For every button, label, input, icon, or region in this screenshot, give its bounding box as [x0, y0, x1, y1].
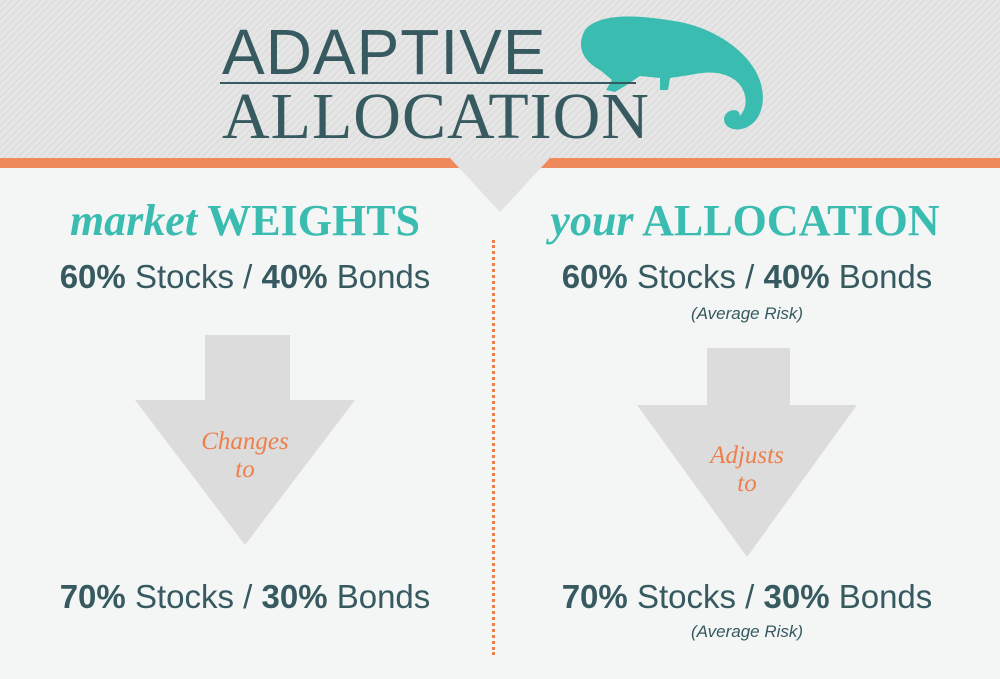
txt: Stocks / [636, 258, 755, 295]
header-notch [450, 158, 550, 212]
left-after: 70% Stocks / 30% Bonds [0, 578, 495, 616]
dotted-divider [492, 240, 495, 655]
left-before: 60% Stocks / 40% Bonds [0, 258, 495, 296]
pct: 60% [59, 258, 126, 295]
label-l1: Changes [201, 428, 289, 455]
pct: 70% [59, 578, 126, 615]
txt: Bonds [838, 578, 933, 615]
header-banner [0, 0, 1000, 160]
right-arrow-label: Adjusts to [627, 442, 867, 498]
down-arrow-left [135, 335, 355, 545]
title-line2: ALLOCATION [222, 80, 650, 153]
heading-italic: market [69, 196, 198, 245]
pct: 40% [763, 258, 830, 295]
right-before-note: (Average Risk) [690, 304, 804, 323]
chameleon-icon [580, 16, 763, 130]
pct: 30% [261, 578, 328, 615]
pct: 40% [261, 258, 328, 295]
pct: 60% [561, 258, 628, 295]
pct: 70% [561, 578, 628, 615]
right-after-note: (Average Risk) [690, 622, 804, 641]
heading-italic: your [550, 196, 634, 245]
txt: Bonds [838, 258, 933, 295]
txt: Stocks / [636, 578, 755, 615]
heading-bold: WEIGHTS [207, 196, 421, 245]
right-after: 70% Stocks / 30% Bonds [497, 578, 997, 616]
right-heading: your ALLOCATION [495, 195, 995, 246]
down-arrow-right [637, 348, 857, 557]
title-line1: ADAPTIVE [222, 16, 547, 88]
pct: 30% [763, 578, 830, 615]
left-heading: market WEIGHTS [0, 195, 495, 246]
txt: Bonds [336, 578, 431, 615]
title-rule [220, 82, 636, 84]
label-l2: to [737, 470, 757, 497]
label-l2: to [235, 456, 255, 483]
txt: Stocks / [134, 578, 253, 615]
heading-bold: ALLOCATION [642, 196, 940, 245]
txt: Stocks / [134, 258, 253, 295]
left-arrow-label: Changes to [125, 428, 365, 484]
label-l1: Adjusts [710, 442, 784, 469]
right-before: 60% Stocks / 40% Bonds [497, 258, 997, 296]
txt: Bonds [336, 258, 431, 295]
